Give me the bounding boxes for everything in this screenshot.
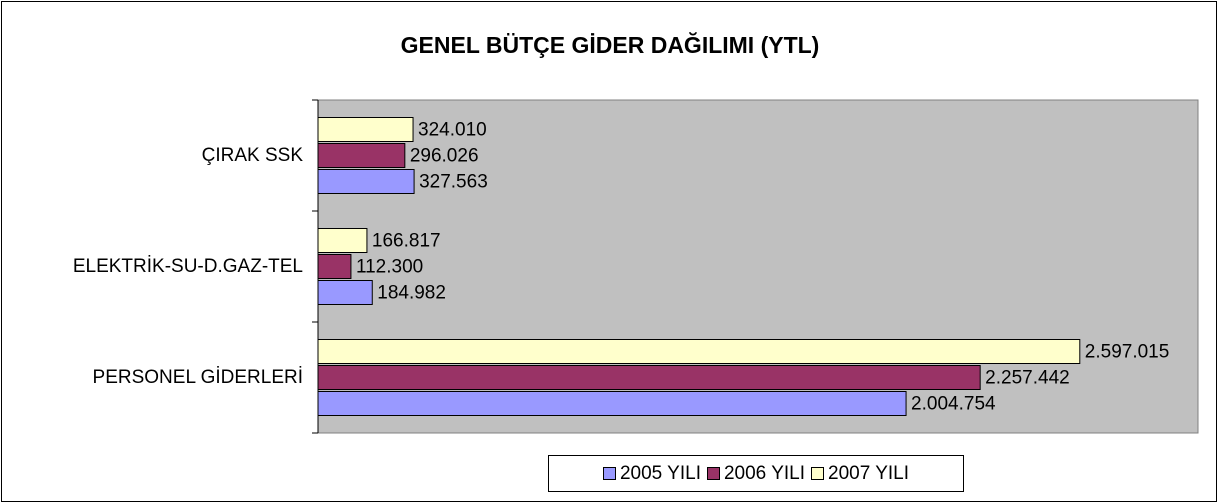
bar: [317, 117, 414, 142]
chart-title: GENEL BÜTÇE GİDER DAĞILIMI (YTL): [401, 31, 820, 58]
y-tick-label: ÇIRAK SSK: [201, 144, 303, 166]
bar: [317, 169, 415, 194]
data-label: 324.010: [418, 120, 487, 141]
legend-item: 2007 YILI: [811, 463, 909, 485]
data-label: 184.982: [377, 283, 446, 304]
legend-label: 2006 YILI: [723, 462, 805, 484]
data-label: 296.026: [410, 146, 479, 167]
data-label: 2.004.754: [911, 394, 996, 415]
legend-label: 2005 YILI: [619, 462, 701, 484]
bar: [317, 228, 368, 253]
bar: [317, 339, 1081, 364]
y-tick-label: PERSONEL GİDERLERİ: [92, 366, 303, 388]
data-label: 327.563: [419, 172, 488, 193]
bar: [317, 254, 352, 279]
data-label: 2.597.015: [1085, 342, 1170, 363]
bar: [317, 280, 373, 305]
legend-label: 2007 YILI: [828, 462, 910, 484]
bar: [317, 391, 907, 416]
bar: [317, 143, 406, 168]
y-tick-label: ELEKTRİK-SU-D.GAZ-TEL: [72, 255, 303, 277]
legend-item: 2006 YILI: [706, 462, 805, 485]
data-label: 2.257.442: [985, 368, 1070, 389]
legend-swatch: [811, 467, 824, 480]
data-label: 112.300: [356, 257, 423, 278]
legend-swatch: [706, 467, 720, 480]
data-label: 166.817: [372, 231, 441, 252]
bar: [317, 365, 981, 390]
legend-swatch: [602, 467, 616, 480]
legend: 2005 YILI 2006 YILI 2007 YILI: [548, 455, 964, 492]
legend-item: 2005 YILI: [602, 462, 701, 485]
